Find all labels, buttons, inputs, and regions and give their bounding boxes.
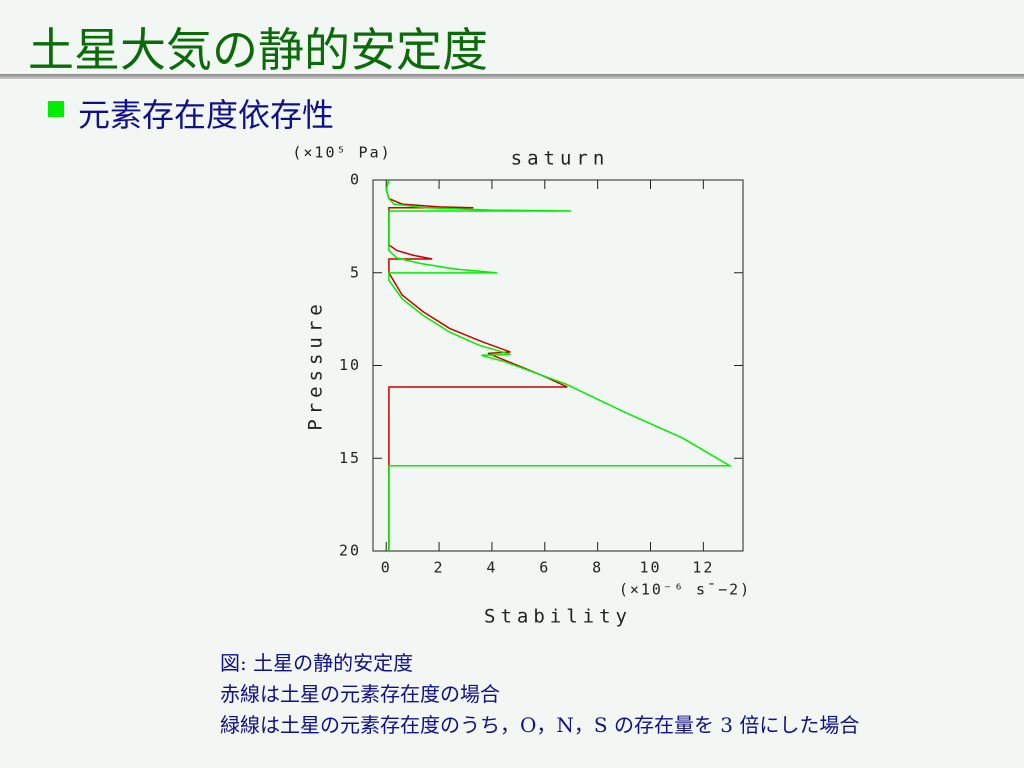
x-unit: (×10⁻⁶ s¯−2): [619, 581, 751, 599]
chart-title: saturn: [511, 148, 610, 170]
x-tick-label: 8: [592, 559, 603, 577]
x-tick-label: 4: [486, 559, 497, 577]
caption: 赤線は土星の元素存在度の場合: [220, 682, 500, 706]
y-tick-label: 0: [350, 171, 361, 189]
plot-frame: [372, 179, 744, 552]
x-tick-label: 2: [434, 559, 445, 577]
bullet-text: 元素存在度依存性: [78, 96, 335, 134]
y-tick-label: 15: [339, 449, 361, 467]
caption: 緑線は土星の元素存在度のうち，O，N，S の存在量を 3 倍にした場合: [220, 713, 860, 737]
x-tick-label: 12: [692, 559, 714, 577]
profile-line: [385, 179, 568, 551]
y-tick-label: 20: [339, 542, 361, 560]
title-rule: [0, 74, 1024, 79]
x-axis-label: Stability: [484, 606, 632, 628]
profile-line: [385, 179, 733, 551]
x-tick-label: 6: [539, 559, 550, 577]
x-tick-label: 10: [639, 559, 661, 577]
y-tick-label: 5: [350, 263, 361, 281]
bullet-marker: [48, 101, 64, 117]
x-tick-label: 0: [381, 559, 392, 577]
y-axis-label: Pressure: [305, 299, 327, 431]
slide-title: 土星大気の静的安定度: [28, 23, 488, 77]
caption: 図: 土星の静的安定度: [220, 651, 414, 675]
y-tick-label: 10: [339, 356, 361, 374]
y-unit: (×10⁵ Pa): [292, 144, 391, 162]
